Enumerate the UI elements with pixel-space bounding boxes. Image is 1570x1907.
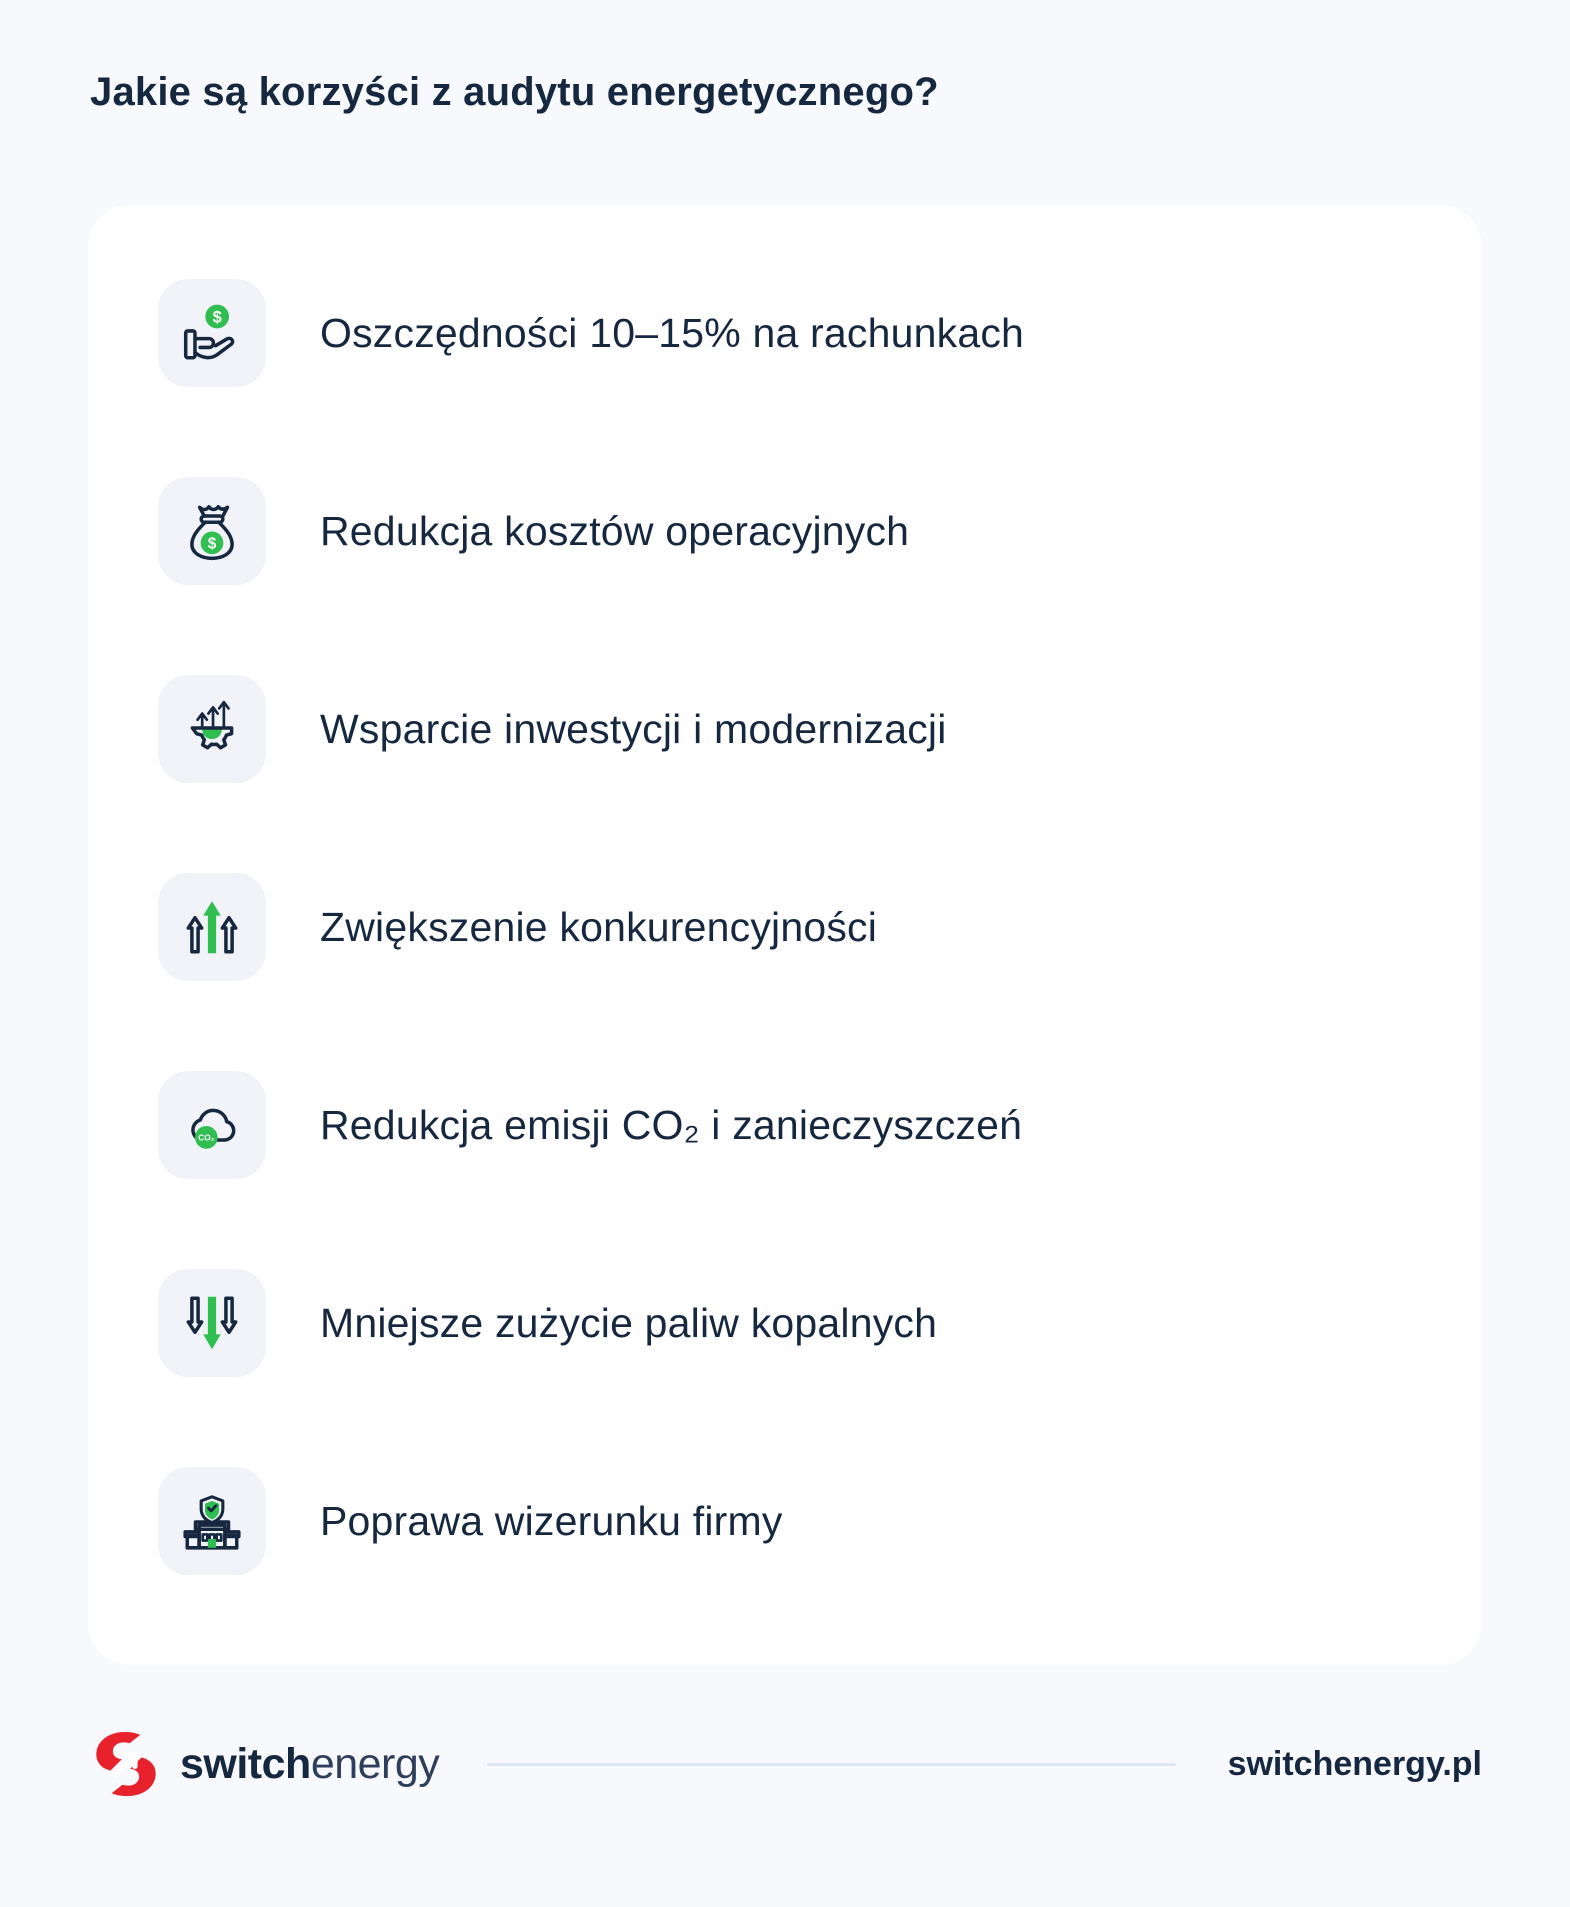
brand-wordmark: switchenergy <box>180 1739 440 1789</box>
benefits-card: $ Oszczędności 10–15% na rachunkach $ <box>88 205 1482 1665</box>
benefits-list: $ Oszczędności 10–15% na rachunkach $ <box>88 205 1482 1575</box>
benefit-row: Poprawa wizerunku firmy <box>158 1467 1482 1575</box>
benefit-label: Oszczędności 10–15% na rachunkach <box>320 309 1025 356</box>
benefit-label: Wsparcie inwestycji i modernizacji <box>320 705 947 752</box>
benefit-label: Mniejsze zużycie paliw kopalnych <box>320 1299 938 1346</box>
benefit-row: Zwiększenie konkurencyjności <box>158 873 1482 981</box>
benefit-row: CO₂ Redukcja emisji CO₂ i zanieczyszczeń <box>158 1071 1482 1179</box>
arrows-up-icon <box>158 873 266 981</box>
page-title: Jakie są korzyści z audytu energetyczneg… <box>90 70 939 114</box>
benefit-row: Mniejsze zużycie paliw kopalnych <box>158 1269 1482 1377</box>
benefit-row: $ Oszczędności 10–15% na rachunkach <box>158 279 1482 387</box>
svg-text:CO₂: CO₂ <box>198 1133 214 1142</box>
svg-text:$: $ <box>213 309 222 327</box>
money-bag-icon: $ <box>158 477 266 585</box>
benefit-row: Wsparcie inwestycji i modernizacji <box>158 675 1482 783</box>
footer-divider <box>487 1762 1176 1766</box>
benefit-row: $ Redukcja kosztów operacyjnych <box>158 477 1482 585</box>
footer: switchenergy switchenergy.pl <box>88 1722 1482 1806</box>
svg-text:$: $ <box>208 536 217 553</box>
benefit-label: Zwiększenie konkurencyjności <box>320 903 878 950</box>
switchenergy-logo-icon <box>96 1731 156 1797</box>
gear-growth-icon <box>158 675 266 783</box>
cloud-co2-icon: CO₂ <box>158 1071 266 1179</box>
building-shield-icon <box>158 1467 266 1575</box>
benefit-label: Redukcja kosztów operacyjnych <box>320 507 910 554</box>
brand-light: energy <box>310 1739 440 1788</box>
brand-bold: switch <box>180 1739 311 1788</box>
benefit-label: Redukcja emisji CO₂ i zanieczyszczeń <box>320 1101 1023 1148</box>
website-url: switchenergy.pl <box>1227 1744 1482 1783</box>
hand-coin-icon: $ <box>158 279 266 387</box>
arrows-down-icon <box>158 1269 266 1377</box>
benefit-label: Poprawa wizerunku firmy <box>320 1497 783 1544</box>
